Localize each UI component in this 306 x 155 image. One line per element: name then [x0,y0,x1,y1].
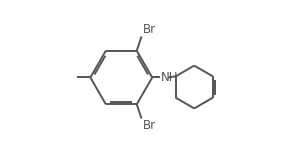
Text: Br: Br [143,119,156,132]
Text: NH: NH [161,71,178,84]
Text: Br: Br [143,23,156,36]
